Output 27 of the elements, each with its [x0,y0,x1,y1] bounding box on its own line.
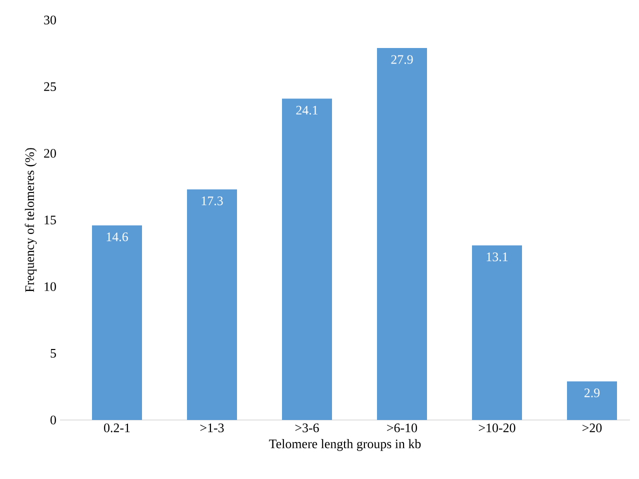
bar [567,381,617,420]
y-tick-label: 20 [44,148,56,158]
y-tick-label: 5 [50,349,56,358]
data-label: 14.6 [106,232,128,242]
bar [377,48,427,420]
bar [472,245,522,420]
x-axis-title: Telomere length groups in kb [269,439,421,451]
x-tick-label: >3-6 [295,424,319,432]
bar [92,225,142,420]
x-tick-label: >1-3 [200,424,224,432]
y-tick-label: 15 [44,216,56,224]
x-tick-label: >20 [582,424,602,432]
data-label: 2.9 [584,388,600,398]
y-tick-label: 25 [44,82,56,92]
x-tick-label: >10-20 [478,424,516,432]
data-label: 13.1 [486,252,508,262]
x-tick-label: 0.2-1 [104,424,130,432]
x-tick-label: >6-10 [387,424,418,432]
data-label: 27.9 [391,55,413,64]
bar [187,189,237,420]
data-label: 17.3 [202,196,223,206]
data-label: 24.1 [296,106,318,115]
y-tick-label: 10 [44,282,56,292]
y-axis-title: Frequency of telomeres (%) [24,148,37,292]
bar [282,98,332,420]
y-tick-label: 0 [50,416,56,424]
y-tick-label: 30 [44,16,56,24]
